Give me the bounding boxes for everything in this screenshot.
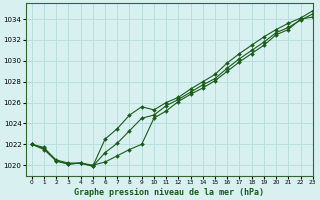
- X-axis label: Graphe pression niveau de la mer (hPa): Graphe pression niveau de la mer (hPa): [74, 188, 264, 197]
